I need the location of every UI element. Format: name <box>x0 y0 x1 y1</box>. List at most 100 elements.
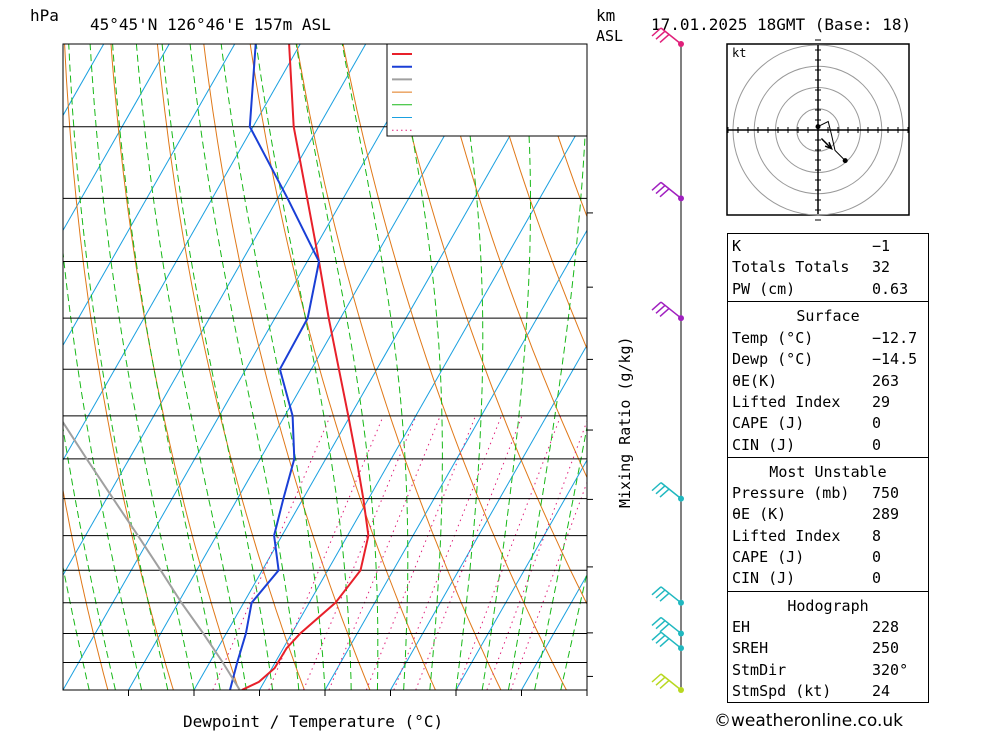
storm-motion-arrow <box>820 137 833 150</box>
isotherm-line <box>63 44 432 690</box>
isotherm-line <box>455 459 587 690</box>
hodograph: kt <box>726 39 910 221</box>
mixing-ratio-line <box>510 480 587 690</box>
location-title: 45°45'N 126°46'E 157m ASL <box>90 15 331 34</box>
wind-barb-feather <box>651 181 662 191</box>
index-row: θE (K) 289 <box>728 504 928 525</box>
isotherm-line <box>128 44 498 690</box>
legend-box <box>386 43 588 137</box>
mixing-ratio-line <box>212 415 331 690</box>
index-row: K −1 <box>728 236 928 257</box>
isotherm-line <box>324 229 587 690</box>
dewpoint-line <box>229 44 321 690</box>
isotherm-line <box>63 44 301 462</box>
wet-adiabat-line <box>135 44 247 690</box>
isotherm-line <box>0 44 38 690</box>
km-label: km <box>596 6 615 25</box>
indices-top-panel: K −1 Totals Totals 32 PW (cm) 0.63 <box>727 233 929 303</box>
hodograph-panel: Hodograph EH 228 SREH 250 StmDir 320° StmSpd (… <box>727 591 929 703</box>
wind-barb-feather <box>655 304 666 314</box>
isotherm-line <box>259 114 587 690</box>
wet-adiabat-line <box>560 570 587 690</box>
index-value: 0 <box>872 547 882 566</box>
dry-adiabat-line <box>481 44 587 350</box>
index-value: 0 <box>872 569 882 588</box>
wind-barb-feather <box>659 638 670 648</box>
hodograph-title: Hodograph <box>787 597 869 615</box>
wind-barb-staff <box>660 181 682 199</box>
dry-adiabat-line <box>342 44 567 690</box>
mixing-ratio-line <box>365 415 476 690</box>
wind-barb-staff <box>660 673 682 691</box>
wind-barb-feather <box>655 485 666 495</box>
isotherm-line <box>63 44 170 232</box>
index-value: −14.5 <box>872 350 918 369</box>
wind-barb-feather <box>659 488 670 498</box>
wind-barb-feather <box>651 586 662 596</box>
wet-adiabat-line <box>507 44 587 690</box>
index-row: Dewp (°C) −14.5 <box>728 349 928 370</box>
wind-barb-feather <box>655 676 666 686</box>
wind-barb-feather <box>651 301 662 311</box>
index-value: 289 <box>872 505 900 524</box>
index-value: 32 <box>872 258 891 277</box>
mixing-ratio-line <box>268 415 384 690</box>
index-key: Pressure (mb) <box>732 484 850 502</box>
index-row: StmDir 320° <box>728 660 928 681</box>
hpa-label: hPa <box>30 6 59 25</box>
index-row: PW (cm) 0.63 <box>728 279 928 300</box>
index-key: CAPE (J) <box>732 414 805 433</box>
wind-barb-feather <box>659 33 670 43</box>
index-value: 750 <box>872 484 900 502</box>
index-value: 0.63 <box>872 279 909 298</box>
surface-title: Surface <box>796 307 860 325</box>
index-value: 320° <box>872 660 909 679</box>
legend <box>386 43 588 137</box>
wind-barb-feather <box>655 589 666 599</box>
isotherm-line <box>63 44 236 347</box>
wet-adiabat-line <box>112 44 221 690</box>
index-key: StmSpd (kt) <box>732 681 832 700</box>
mixing-ratio-line <box>303 415 417 690</box>
index-row: Lifted Index 8 <box>728 526 928 547</box>
index-key: EH <box>732 618 751 636</box>
isotherm-line <box>390 344 587 690</box>
wet-adiabat-line <box>341 44 409 690</box>
mixing-ratio-line <box>328 415 441 690</box>
isotherm-line <box>521 574 587 690</box>
index-row: EH 228 <box>728 617 928 638</box>
index-key: CIN (J) <box>732 435 796 454</box>
dry-adiabat-line <box>0 44 42 690</box>
index-key: Totals Totals <box>732 258 850 277</box>
index-key: SREH <box>732 639 769 658</box>
wet-adiabat-line <box>295 44 379 690</box>
wind-barb-staff <box>660 482 682 500</box>
index-row: CIN (J) 0 <box>728 435 928 456</box>
hodograph-trace <box>817 120 846 161</box>
wind-barb-feather <box>655 620 666 630</box>
index-row: Pressure (mb) 750 <box>728 483 928 504</box>
index-key: CIN (J) <box>732 569 796 588</box>
index-key: PW (cm) <box>732 279 796 298</box>
hodograph-unit: kt <box>732 46 746 60</box>
asl-label: ASL <box>596 27 623 45</box>
isotherm-line <box>63 44 105 117</box>
index-row: CAPE (J) 0 <box>728 547 928 568</box>
isotherm-line <box>63 44 367 577</box>
index-row: Lifted Index 29 <box>728 392 928 413</box>
wind-barb-staff <box>660 301 682 319</box>
credit-text: ©weatheronline.co.uk <box>714 711 904 731</box>
profile-series <box>63 44 370 690</box>
index-value: 24 <box>872 681 891 700</box>
plot-frame <box>62 43 588 691</box>
index-key: K <box>732 237 742 255</box>
index-value: 29 <box>872 392 891 411</box>
wet-adiabat-line <box>63 687 64 690</box>
hodograph-start-point <box>815 124 821 130</box>
isobar-lines <box>63 44 587 690</box>
wind-barb-staff <box>660 586 682 604</box>
temperature-axis <box>128 690 588 696</box>
index-row: CIN (J) 0 <box>728 568 928 589</box>
wind-barbs <box>651 27 684 693</box>
